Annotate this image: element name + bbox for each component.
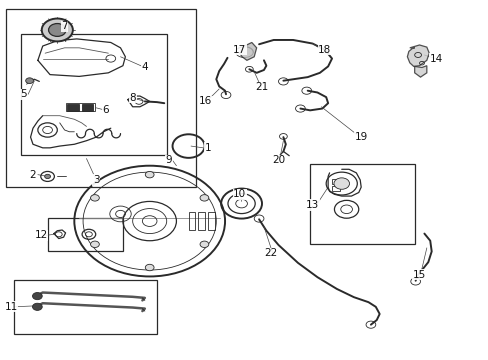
Text: 8: 8 [129,93,136,103]
Circle shape [200,241,208,248]
Text: 18: 18 [318,45,331,55]
Circle shape [200,195,208,201]
Text: 17: 17 [233,45,246,55]
Text: 9: 9 [165,156,172,165]
Text: 20: 20 [271,156,285,165]
Circle shape [48,23,66,36]
Circle shape [32,303,42,310]
Text: 15: 15 [412,270,426,280]
Text: 13: 13 [305,200,319,210]
Text: 7: 7 [61,21,68,31]
Polygon shape [414,66,426,77]
Bar [81,104,93,111]
Text: 3: 3 [93,175,100,185]
Bar [331,186,339,191]
Circle shape [145,171,154,178]
Text: 10: 10 [233,189,245,199]
Circle shape [145,264,154,271]
Bar [66,103,95,111]
Polygon shape [407,45,428,66]
Circle shape [32,293,42,300]
Bar [331,179,339,184]
Text: 1: 1 [204,143,211,153]
Text: 5: 5 [20,89,26,99]
Text: 2: 2 [30,170,36,180]
Circle shape [90,195,99,201]
Circle shape [41,18,73,41]
Circle shape [44,174,50,179]
Text: 11: 11 [4,302,18,312]
Text: 14: 14 [429,54,442,64]
Text: 21: 21 [254,82,267,92]
Text: 19: 19 [354,132,367,142]
Bar [67,104,79,111]
Bar [309,164,414,244]
Circle shape [333,178,349,189]
Bar [14,280,157,334]
Text: 16: 16 [199,96,212,107]
Text: 22: 22 [264,248,277,258]
Bar [198,212,204,230]
Bar [188,212,195,230]
Circle shape [90,241,99,248]
Polygon shape [239,42,256,60]
Text: 6: 6 [102,105,109,115]
Text: 4: 4 [141,63,148,72]
Circle shape [26,78,33,84]
Bar [47,217,122,251]
Bar [6,9,196,187]
Bar [207,212,214,230]
Bar [21,33,166,155]
Text: 12: 12 [35,230,48,240]
